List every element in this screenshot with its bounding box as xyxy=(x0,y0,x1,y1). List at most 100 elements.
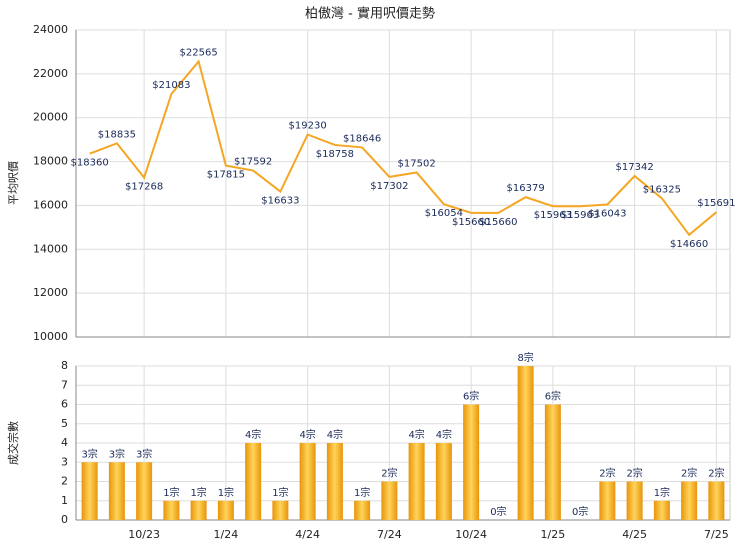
data-label: $19230 xyxy=(289,121,327,132)
data-label: 1宗 xyxy=(163,486,179,499)
bar xyxy=(136,462,153,520)
y-tick-label: 24000 xyxy=(33,23,68,36)
data-label: $16633 xyxy=(261,196,299,207)
bar xyxy=(599,481,616,520)
data-label: $15691 xyxy=(697,198,735,209)
data-label: $17342 xyxy=(616,162,654,173)
y-tick-label: 8 xyxy=(61,359,68,372)
data-label: $16325 xyxy=(643,184,681,195)
y-tick-label: 22000 xyxy=(33,67,68,80)
data-label: $17592 xyxy=(234,157,272,168)
y-tick-label: 2 xyxy=(61,475,68,488)
data-label: 4宗 xyxy=(436,428,452,441)
bar xyxy=(681,481,698,520)
data-label: $17815 xyxy=(207,170,245,181)
y-tick-label: 12000 xyxy=(33,286,68,299)
y-tick-label: 7 xyxy=(61,378,68,391)
data-label: $16043 xyxy=(588,208,626,219)
data-label: 3宗 xyxy=(81,447,97,460)
y-tick-label: 10000 xyxy=(33,330,68,343)
data-label: $15660 xyxy=(479,217,517,228)
bar xyxy=(544,404,561,520)
bar xyxy=(299,443,316,520)
bar xyxy=(435,443,452,520)
data-label: 4宗 xyxy=(327,428,343,441)
data-label: 0宗 xyxy=(490,505,506,518)
bar xyxy=(326,443,343,520)
y-tick-label: 1 xyxy=(61,494,68,507)
x-tick-label: 7/25 xyxy=(704,528,729,541)
x-tick-label: 4/25 xyxy=(622,528,647,541)
data-label: 2宗 xyxy=(381,467,397,480)
data-label: 1宗 xyxy=(218,486,234,499)
x-tick-label: 10/24 xyxy=(455,528,487,541)
data-label: 2宗 xyxy=(626,467,642,480)
data-label: 4宗 xyxy=(408,428,424,441)
line xyxy=(89,59,718,237)
data-label: $21083 xyxy=(152,80,190,91)
data-label: $18758 xyxy=(316,149,354,160)
y-tick-label: 20000 xyxy=(33,111,68,124)
bar xyxy=(381,481,398,520)
data-label: 4宗 xyxy=(299,428,315,441)
y-tick-label: 18000 xyxy=(33,155,68,168)
y-tick-label: 16000 xyxy=(33,198,68,211)
bar xyxy=(272,500,289,520)
data-label: 3宗 xyxy=(136,447,152,460)
bar xyxy=(245,443,262,520)
data-label: $16379 xyxy=(507,183,545,194)
bar xyxy=(108,462,125,520)
data-label: 8宗 xyxy=(517,351,533,364)
chart-title: 柏傲灣 - 實用呎價走勢 xyxy=(305,6,435,22)
x-tick-label: 1/24 xyxy=(214,528,239,541)
data-label: $22565 xyxy=(180,47,218,58)
y-tick-label: 4 xyxy=(61,436,68,449)
data-label: $15963 xyxy=(534,210,572,221)
bar xyxy=(653,500,670,520)
y-tick-label: 5 xyxy=(61,417,68,430)
y-tick-label: 14000 xyxy=(33,242,68,255)
y-axis-label: 平均呎價 xyxy=(6,161,20,205)
data-label: $15660 xyxy=(452,217,490,228)
bar xyxy=(408,443,425,520)
x-tick-label: 10/23 xyxy=(128,528,160,541)
data-label: $17268 xyxy=(125,182,163,193)
data-label: 6宗 xyxy=(463,390,479,403)
data-label: $17302 xyxy=(370,181,408,192)
data-label: 2宗 xyxy=(681,467,697,480)
bar xyxy=(708,481,725,520)
data-label: 6宗 xyxy=(545,390,561,403)
data-label: $14660 xyxy=(670,239,708,250)
bar xyxy=(354,500,371,520)
data-label: 3宗 xyxy=(109,447,125,460)
data-label: 1宗 xyxy=(654,486,670,499)
bar xyxy=(163,500,180,520)
y-tick-label: 3 xyxy=(61,455,68,468)
bar xyxy=(217,500,234,520)
y-tick-label: 0 xyxy=(61,513,68,526)
data-label: 2宗 xyxy=(599,467,615,480)
data-label: 2宗 xyxy=(708,467,724,480)
data-label: 1宗 xyxy=(190,486,206,499)
data-label: $18360 xyxy=(71,158,109,169)
data-label: 4宗 xyxy=(245,428,261,441)
data-label: $16054 xyxy=(425,208,463,219)
data-label: $18646 xyxy=(343,133,381,144)
bar xyxy=(81,462,98,520)
data-label: $17502 xyxy=(398,158,436,169)
data-label: 0宗 xyxy=(572,505,588,518)
data-label: 1宗 xyxy=(354,486,370,499)
x-tick-label: 1/25 xyxy=(541,528,566,541)
bar xyxy=(463,404,480,520)
data-label: $15963 xyxy=(561,210,599,221)
bar xyxy=(517,366,534,520)
bar xyxy=(190,500,207,520)
bar xyxy=(626,481,643,520)
x-tick-label: 4/24 xyxy=(295,528,320,541)
x-tick-label: 7/24 xyxy=(377,528,402,541)
data-label: 1宗 xyxy=(272,486,288,499)
data-label: $18835 xyxy=(98,129,136,140)
y-tick-label: 6 xyxy=(61,398,68,411)
y-axis-label: 成交宗數 xyxy=(6,421,20,465)
